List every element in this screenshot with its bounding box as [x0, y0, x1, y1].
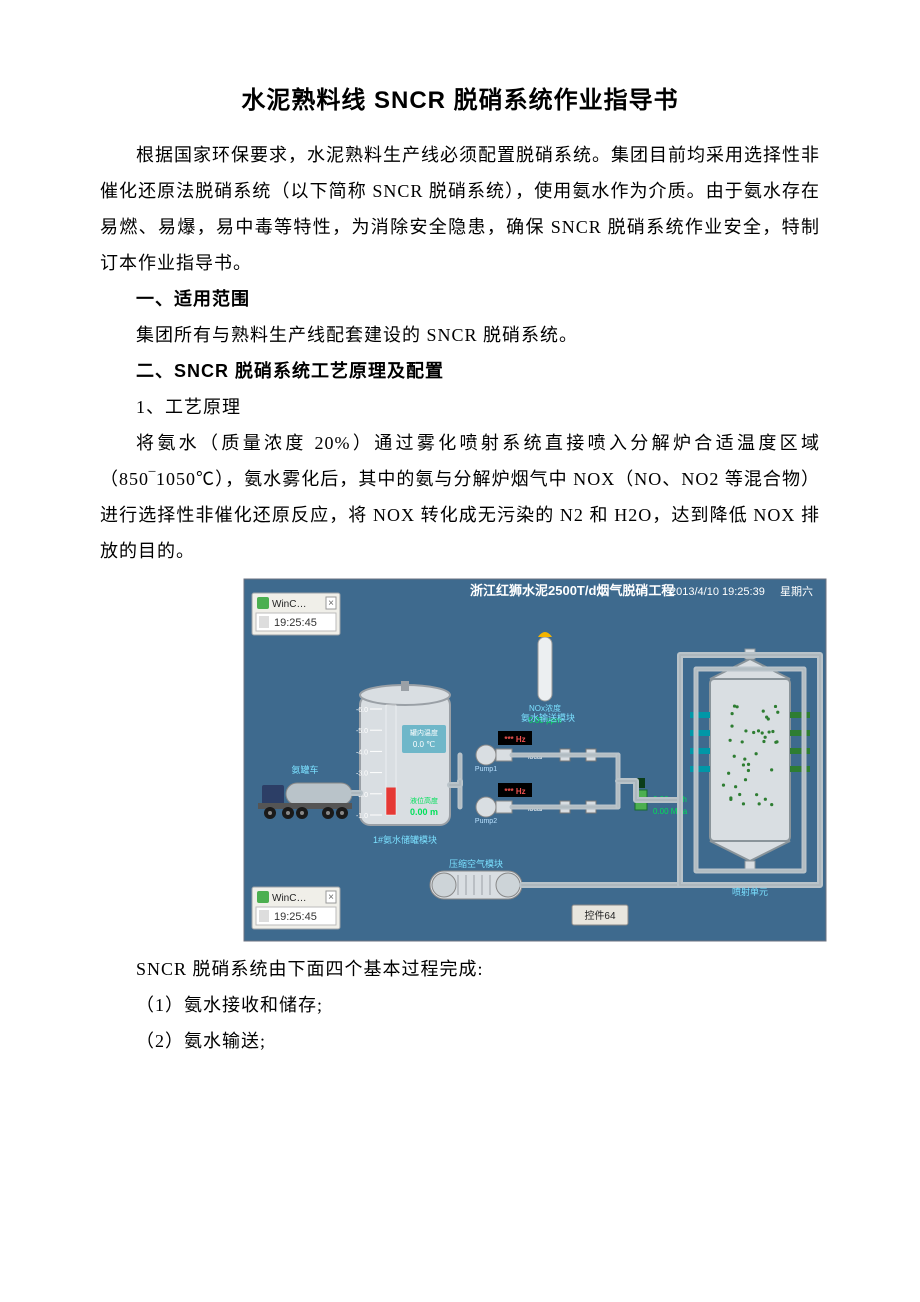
svg-text:1#氨水储罐模块: 1#氨水储罐模块 [373, 834, 437, 845]
svg-text:-6.0: -6.0 [356, 707, 368, 714]
svg-text:控件64: 控件64 [584, 909, 616, 922]
intro-paragraph: 根据国家环保要求，水泥熟料生产线必须配置脱硝系统。集团目前均采用选择性非催化还原… [100, 137, 820, 281]
svg-text:压缩空气模块: 压缩空气模块 [449, 858, 503, 869]
svg-text:-1.0: -1.0 [356, 813, 368, 820]
svg-text:星期六: 星期六 [780, 585, 813, 598]
svg-text:-5.0: -5.0 [356, 728, 368, 735]
section-2-sub1: 1、工艺原理 [100, 389, 820, 425]
section-1-heading: 一、适用范围 [100, 281, 820, 317]
process-step-2: （2）氨水输送; [100, 1023, 820, 1059]
svg-text:Pump2: Pump2 [475, 818, 497, 825]
svg-text:氨罐车: 氨罐车 [291, 764, 318, 775]
svg-text:喷射单元: 喷射单元 [732, 886, 768, 897]
svg-text:氨水输送模块: 氨水输送模块 [521, 712, 575, 723]
svg-text:×: × [328, 892, 334, 903]
process-step-1: （1）氨水接收和储存; [100, 987, 820, 1023]
svg-text:WinC…: WinC… [272, 893, 306, 904]
svg-text:*** Hz: *** Hz [504, 787, 525, 796]
svg-text:WinC…: WinC… [272, 599, 306, 610]
section-2-heading: 二、SNCR 脱硝系统工艺原理及配置 [100, 353, 820, 389]
page-title: 水泥熟料线 SNCR 脱硝系统作业指导书 [100, 80, 820, 115]
svg-text:0.0 ℃: 0.0 ℃ [413, 740, 435, 749]
svg-text:×: × [328, 598, 334, 609]
process-intro: SNCR 脱硝系统由下面四个基本过程完成: [100, 951, 820, 987]
svg-text:Pump1: Pump1 [475, 766, 497, 773]
svg-text:2013/4/10 19:25:39: 2013/4/10 19:25:39 [670, 586, 765, 598]
svg-text:NOx浓度: NOx浓度 [529, 703, 561, 713]
svg-text:罐内温度: 罐内温度 [410, 728, 438, 737]
svg-text:浙江红狮水泥2500T/d烟气脱硝工程: 浙江红狮水泥2500T/d烟气脱硝工程 [470, 583, 674, 598]
svg-text:0.00 m: 0.00 m [410, 807, 438, 817]
sncr-flow-diagram: 浙江红狮水泥2500T/d烟气脱硝工程2013/4/10 19:25:39 星期六… [240, 575, 830, 945]
svg-text:*** Hz: *** Hz [504, 735, 525, 744]
svg-text:19:25:45: 19:25:45 [274, 911, 317, 923]
section-2-body: 将氨水（质量浓度 20%）通过雾化喷射系统直接喷入分解炉合适温度区域（850‾1… [100, 425, 820, 569]
svg-text:-4.0: -4.0 [356, 749, 368, 756]
svg-text:-3.0: -3.0 [356, 771, 368, 778]
svg-text:液位高度: 液位高度 [410, 796, 438, 805]
svg-text:19:25:45: 19:25:45 [274, 617, 317, 629]
section-1-body: 集团所有与熟料生产线配套建设的 SNCR 脱硝系统。 [100, 317, 820, 353]
